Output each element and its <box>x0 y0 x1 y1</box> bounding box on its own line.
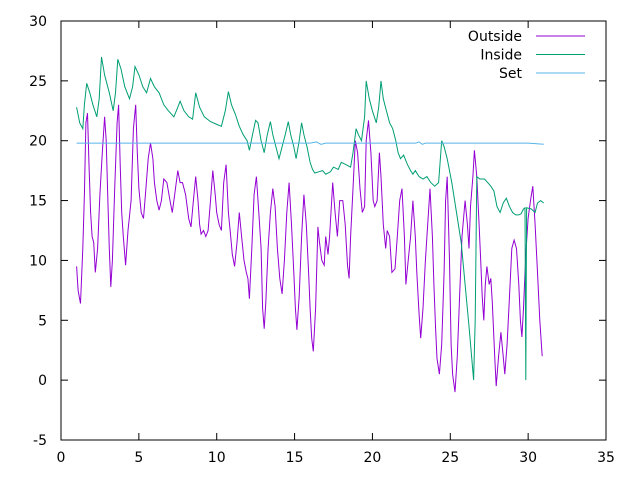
y-tick-label: 30 <box>29 14 47 30</box>
y-tick-label: 20 <box>29 134 47 150</box>
x-tick-label: 30 <box>519 450 537 466</box>
axes-layer: 0 5 10 15 20 25 30 35 -5 0 5 10 15 20 25 30 <box>29 14 615 466</box>
series-line-inside <box>76 56 545 381</box>
legend: Outside Inside Set <box>468 29 585 82</box>
legend-label-inside: Inside <box>480 48 522 64</box>
y-tick-label: 0 <box>38 373 47 389</box>
x-tick-label: 10 <box>208 450 226 466</box>
x-tick-label: 35 <box>597 450 615 466</box>
y-tick-label: 15 <box>29 194 47 210</box>
series-line-set <box>76 141 544 145</box>
series-line-outside <box>76 104 543 393</box>
plot-frame <box>60 20 607 441</box>
series-layer <box>76 56 545 393</box>
x-tick-label: 20 <box>364 450 382 466</box>
legend-label-outside: Outside <box>468 29 522 45</box>
x-tick-label: 25 <box>441 450 459 466</box>
x-tick-label: 15 <box>286 450 304 466</box>
y-tick-label: 25 <box>29 74 47 90</box>
y-tick-label: 5 <box>38 313 47 329</box>
x-tick-label: 5 <box>134 450 143 466</box>
y-tick-label: -5 <box>33 433 47 449</box>
legend-label-set: Set <box>499 66 523 82</box>
x-tick-label: 0 <box>57 450 66 466</box>
y-tick-label: 10 <box>29 253 47 269</box>
